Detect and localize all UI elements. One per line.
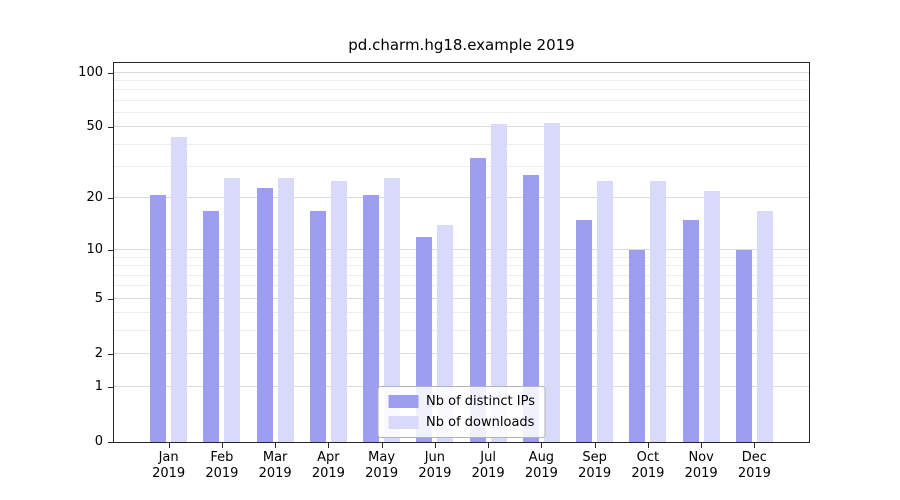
bar-downloads-jul [490, 124, 507, 442]
bar-distinct-ips-nov [682, 220, 699, 442]
gridline-minor-60 [114, 112, 809, 114]
bar-downloads-aug [543, 122, 560, 442]
legend-swatch-distinct-ips [388, 395, 419, 408]
x-tick-label-feb: Feb 2019 [205, 450, 239, 481]
bar-downloads-dec [756, 210, 773, 442]
y-tick-mark-20 [108, 198, 113, 200]
y-tick-mark-5 [108, 298, 113, 300]
y-tick-label-50: 50 [86, 119, 103, 135]
x-tick-label-apr: Apr 2019 [311, 450, 345, 481]
y-tick-label-10: 10 [86, 242, 103, 258]
x-tick-label-sep: Sep 2019 [578, 450, 612, 481]
bar-distinct-ips-apr [309, 210, 326, 442]
bar-downloads-jan [171, 137, 188, 442]
x-tick-mark-apr [328, 443, 330, 448]
x-tick-mark-jan [168, 443, 170, 448]
y-tick-mark-10 [108, 250, 113, 252]
bar-downloads-feb [224, 178, 241, 442]
legend-swatch-downloads [388, 416, 419, 429]
bar-distinct-ips-jul [469, 157, 486, 442]
gridline-major-100 [114, 71, 809, 73]
y-tick-label-2: 2 [94, 346, 103, 362]
y-tick-mark-50 [108, 127, 113, 129]
bar-downloads-mar [277, 178, 294, 442]
x-tick-label-may: May 2019 [365, 450, 399, 481]
chart-title: pd.charm.hg18.example 2019 [348, 36, 575, 54]
x-tick-mark-dec [754, 443, 756, 448]
bar-downloads-sep [597, 181, 614, 442]
gridline-major-10 [114, 249, 809, 251]
gridline-minor-9 [114, 256, 809, 258]
gridline-minor-7 [114, 274, 809, 276]
x-tick-label-jul: Jul 2019 [471, 450, 505, 481]
x-tick-mark-may [381, 443, 383, 448]
x-tick-label-nov: Nov 2019 [684, 450, 718, 481]
gridline-minor-70 [114, 99, 809, 101]
legend: Nb of distinct IPs Nb of downloads [377, 386, 546, 438]
x-tick-mark-sep [594, 443, 596, 448]
gridline-minor-4 [114, 312, 809, 314]
gridline-major-2 [114, 353, 809, 355]
x-tick-label-oct: Oct 2019 [631, 450, 665, 481]
x-tick-label-jun: Jun 2019 [418, 450, 452, 481]
y-tick-label-1: 1 [94, 378, 103, 394]
gridline-minor-8 [114, 265, 809, 267]
gridline-minor-80 [114, 89, 809, 91]
gridline-minor-6 [114, 285, 809, 287]
legend-item-distinct-ips: Nb of distinct IPs [388, 394, 535, 409]
legend-label-downloads: Nb of downloads [426, 415, 535, 430]
x-tick-mark-oct [647, 443, 649, 448]
y-tick-label-5: 5 [94, 290, 103, 306]
y-tick-mark-2 [108, 354, 113, 356]
gridline-minor-30 [114, 166, 809, 168]
y-tick-mark-100 [108, 72, 113, 74]
y-tick-label-0: 0 [94, 434, 103, 449]
x-tick-mark-feb [221, 443, 223, 448]
bar-distinct-ips-sep [576, 220, 593, 442]
x-tick-label-jan: Jan 2019 [152, 450, 186, 481]
bar-distinct-ips-feb [203, 210, 220, 442]
x-tick-label-mar: Mar 2019 [258, 450, 292, 481]
x-tick-mark-aug [541, 443, 543, 448]
legend-item-downloads: Nb of downloads [388, 415, 535, 430]
gridline-minor-90 [114, 80, 809, 82]
y-tick-label-20: 20 [86, 190, 103, 206]
bar-distinct-ips-dec [735, 250, 752, 442]
y-tick-mark-1 [108, 386, 113, 388]
x-tick-label-dec: Dec 2019 [737, 450, 771, 481]
gridline-major-20 [114, 197, 809, 199]
plot-area: Nb of distinct IPs Nb of downloads [113, 62, 810, 443]
x-tick-mark-mar [275, 443, 277, 448]
x-tick-mark-jul [488, 443, 490, 448]
x-tick-mark-jun [434, 443, 436, 448]
x-tick-label-aug: Aug 2019 [524, 450, 558, 481]
gridline-major-50 [114, 126, 809, 128]
gridline-minor-3 [114, 330, 809, 332]
bar-distinct-ips-jan [150, 194, 167, 442]
gridline-minor-40 [114, 143, 809, 145]
bar-distinct-ips-may [363, 194, 380, 442]
y-tick-mark-0 [108, 442, 113, 443]
bar-downloads-nov [703, 191, 720, 442]
gridline-major-5 [114, 297, 809, 299]
bar-downloads-oct [650, 181, 667, 442]
bar-distinct-ips-mar [256, 187, 273, 442]
bar-downloads-may [384, 178, 401, 442]
bar-downloads-apr [330, 181, 347, 442]
bar-distinct-ips-aug [522, 175, 539, 442]
bar-distinct-ips-oct [629, 250, 646, 442]
x-tick-mark-nov [701, 443, 703, 448]
y-tick-label-100: 100 [78, 64, 103, 80]
legend-label-distinct-ips: Nb of distinct IPs [426, 394, 535, 409]
